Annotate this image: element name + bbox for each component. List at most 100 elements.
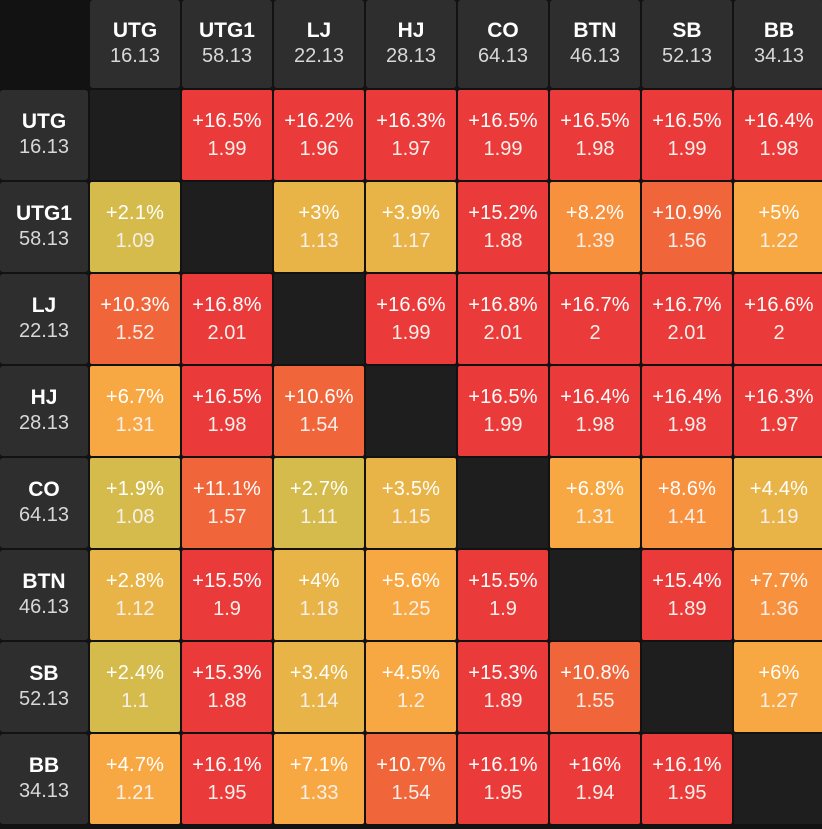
matrix-cell-utg1-vs-lj[interactable]: +3% 1.13: [274, 182, 364, 272]
cell-percent: +10.7%: [376, 754, 446, 776]
cell-percent: +8.6%: [657, 478, 717, 500]
cell-percent: +3.4%: [289, 662, 349, 684]
cell-ratio: 1.9: [489, 598, 517, 620]
matrix-cell-lj-vs-bb[interactable]: +16.6% 2: [734, 274, 822, 364]
matrix-cell-sb-vs-bb[interactable]: +6% 1.27: [734, 642, 822, 732]
matrix-cell-bb-vs-hj[interactable]: +10.7% 1.54: [366, 734, 456, 824]
matrix-cell-utg-vs-utg1[interactable]: +16.5% 1.99: [182, 90, 272, 180]
cell-ratio: 1.97: [759, 414, 799, 436]
matrix-cell-lj-vs-utg1[interactable]: +16.8% 2.01: [182, 274, 272, 364]
matrix-cell-btn-vs-utg1[interactable]: +15.5% 1.9: [182, 550, 272, 640]
row-header-name: SB: [29, 662, 59, 685]
matrix-cell-utg1-vs-co[interactable]: +15.2% 1.88: [458, 182, 548, 272]
row-header-name: BTN: [22, 570, 66, 593]
matrix-cell-bb-vs-lj[interactable]: +7.1% 1.33: [274, 734, 364, 824]
cell-ratio: 1.98: [575, 414, 615, 436]
matrix-cell-lj-vs-utg[interactable]: +10.3% 1.52: [90, 274, 180, 364]
matrix-cell-hj-vs-btn[interactable]: +16.4% 1.98: [550, 366, 640, 456]
matrix-cell-co-vs-hj[interactable]: +3.5% 1.15: [366, 458, 456, 548]
column-header-value: 16.13: [109, 45, 161, 67]
matrix-cell-utg1-vs-hj[interactable]: +3.9% 1.17: [366, 182, 456, 272]
matrix-cell-utg-vs-lj[interactable]: +16.2% 1.96: [274, 90, 364, 180]
cell-ratio: 1.97: [391, 138, 431, 160]
column-header-name: UTG: [112, 19, 158, 42]
matrix-cell-utg-vs-co[interactable]: +16.5% 1.99: [458, 90, 548, 180]
cell-percent: +16.5%: [192, 110, 262, 132]
cell-ratio: 1.22: [759, 230, 799, 252]
matrix-cell-sb-vs-btn[interactable]: +10.8% 1.55: [550, 642, 640, 732]
matrix-cell-btn-vs-co[interactable]: +15.5% 1.9: [458, 550, 548, 640]
matrix-cell-sb-vs-utg1[interactable]: +15.3% 1.88: [182, 642, 272, 732]
matrix-cell-empty: [734, 734, 822, 824]
matrix-cell-utg-vs-hj[interactable]: +16.3% 1.97: [366, 90, 456, 180]
cell-percent: +2.1%: [105, 202, 165, 224]
cell-ratio: 1.08: [115, 506, 155, 528]
cell-percent: +15.3%: [192, 662, 262, 684]
column-header-value: 46.13: [569, 45, 621, 67]
matrix-cell-utg1-vs-btn[interactable]: +8.2% 1.39: [550, 182, 640, 272]
matrix-cell-co-vs-sb[interactable]: +8.6% 1.41: [642, 458, 732, 548]
matrix-cell-utg1-vs-bb[interactable]: +5% 1.22: [734, 182, 822, 272]
cell-percent: +5.6%: [381, 570, 441, 592]
matrix-cell-btn-vs-bb[interactable]: +7.7% 1.36: [734, 550, 822, 640]
cell-percent: +4%: [298, 570, 340, 592]
matrix-cell-bb-vs-utg1[interactable]: +16.1% 1.95: [182, 734, 272, 824]
column-header-name: CO: [487, 19, 519, 42]
matrix-cell-empty: [90, 90, 180, 180]
cell-percent: +16.2%: [284, 110, 354, 132]
cell-percent: +16.4%: [560, 386, 630, 408]
matrix-cell-btn-vs-lj[interactable]: +4% 1.18: [274, 550, 364, 640]
matrix-cell-sb-vs-co[interactable]: +15.3% 1.89: [458, 642, 548, 732]
row-header-name: UTG1: [15, 202, 72, 225]
matrix-cell-lj-vs-sb[interactable]: +16.7% 2.01: [642, 274, 732, 364]
cell-percent: +16.1%: [192, 754, 262, 776]
matrix-cell-btn-vs-utg[interactable]: +2.8% 1.12: [90, 550, 180, 640]
matrix-cell-lj-vs-hj[interactable]: +16.6% 1.99: [366, 274, 456, 364]
matrix-cell-hj-vs-utg[interactable]: +6.7% 1.31: [90, 366, 180, 456]
row-header-value: 34.13: [18, 780, 70, 802]
matrix-cell-empty: [182, 182, 272, 272]
matrix-cell-utg-vs-btn[interactable]: +16.5% 1.98: [550, 90, 640, 180]
cell-ratio: 1.95: [207, 782, 247, 804]
matrix-cell-hj-vs-sb[interactable]: +16.4% 1.98: [642, 366, 732, 456]
matrix-cell-bb-vs-co[interactable]: +16.1% 1.95: [458, 734, 548, 824]
matrix-cell-bb-vs-utg[interactable]: +4.7% 1.21: [90, 734, 180, 824]
matrix-cell-utg-vs-bb[interactable]: +16.4% 1.98: [734, 90, 822, 180]
matrix-cell-bb-vs-btn[interactable]: +16% 1.94: [550, 734, 640, 824]
cell-percent: +16.7%: [560, 294, 630, 316]
cell-percent: +15.2%: [468, 202, 538, 224]
row-header-name: LJ: [31, 294, 57, 317]
matrix-cell-utg1-vs-sb[interactable]: +10.9% 1.56: [642, 182, 732, 272]
matrix-cell-sb-vs-utg[interactable]: +2.4% 1.1: [90, 642, 180, 732]
matrix-cell-lj-vs-co[interactable]: +16.8% 2.01: [458, 274, 548, 364]
cell-percent: +10.8%: [560, 662, 630, 684]
matrix-cell-co-vs-utg[interactable]: +1.9% 1.08: [90, 458, 180, 548]
matrix-cell-hj-vs-utg1[interactable]: +16.5% 1.98: [182, 366, 272, 456]
cell-percent: +15.3%: [468, 662, 538, 684]
matrix-cell-utg-vs-sb[interactable]: +16.5% 1.99: [642, 90, 732, 180]
matrix-cell-btn-vs-hj[interactable]: +5.6% 1.25: [366, 550, 456, 640]
matrix-cell-hj-vs-co[interactable]: +16.5% 1.99: [458, 366, 548, 456]
matrix-cell-co-vs-bb[interactable]: +4.4% 1.19: [734, 458, 822, 548]
matrix-cell-lj-vs-btn[interactable]: +16.7% 2: [550, 274, 640, 364]
matrix-cell-sb-vs-hj[interactable]: +4.5% 1.2: [366, 642, 456, 732]
matrix-cell-co-vs-utg1[interactable]: +11.1% 1.57: [182, 458, 272, 548]
matrix-cell-hj-vs-bb[interactable]: +16.3% 1.97: [734, 366, 822, 456]
matrix-cell-sb-vs-lj[interactable]: +3.4% 1.14: [274, 642, 364, 732]
matrix-cell-hj-vs-lj[interactable]: +10.6% 1.54: [274, 366, 364, 456]
row-header-value: 46.13: [18, 596, 70, 618]
row-header-name: BB: [28, 754, 60, 777]
row-header-hj: HJ 28.13: [0, 366, 88, 456]
matrix-cell-co-vs-btn[interactable]: +6.8% 1.31: [550, 458, 640, 548]
cell-ratio: 1.27: [759, 690, 799, 712]
cell-percent: +6.7%: [105, 386, 165, 408]
column-header-value: 58.13: [201, 45, 253, 67]
column-header-name: BB: [763, 19, 795, 42]
cell-percent: +16.6%: [744, 294, 814, 316]
matrix-cell-utg1-vs-utg[interactable]: +2.1% 1.09: [90, 182, 180, 272]
matrix-cell-btn-vs-sb[interactable]: +15.4% 1.89: [642, 550, 732, 640]
matrix-cell-bb-vs-sb[interactable]: +16.1% 1.95: [642, 734, 732, 824]
matrix-cell-co-vs-lj[interactable]: +2.7% 1.11: [274, 458, 364, 548]
cell-ratio: 1.98: [207, 414, 247, 436]
cell-percent: +16.5%: [468, 110, 538, 132]
